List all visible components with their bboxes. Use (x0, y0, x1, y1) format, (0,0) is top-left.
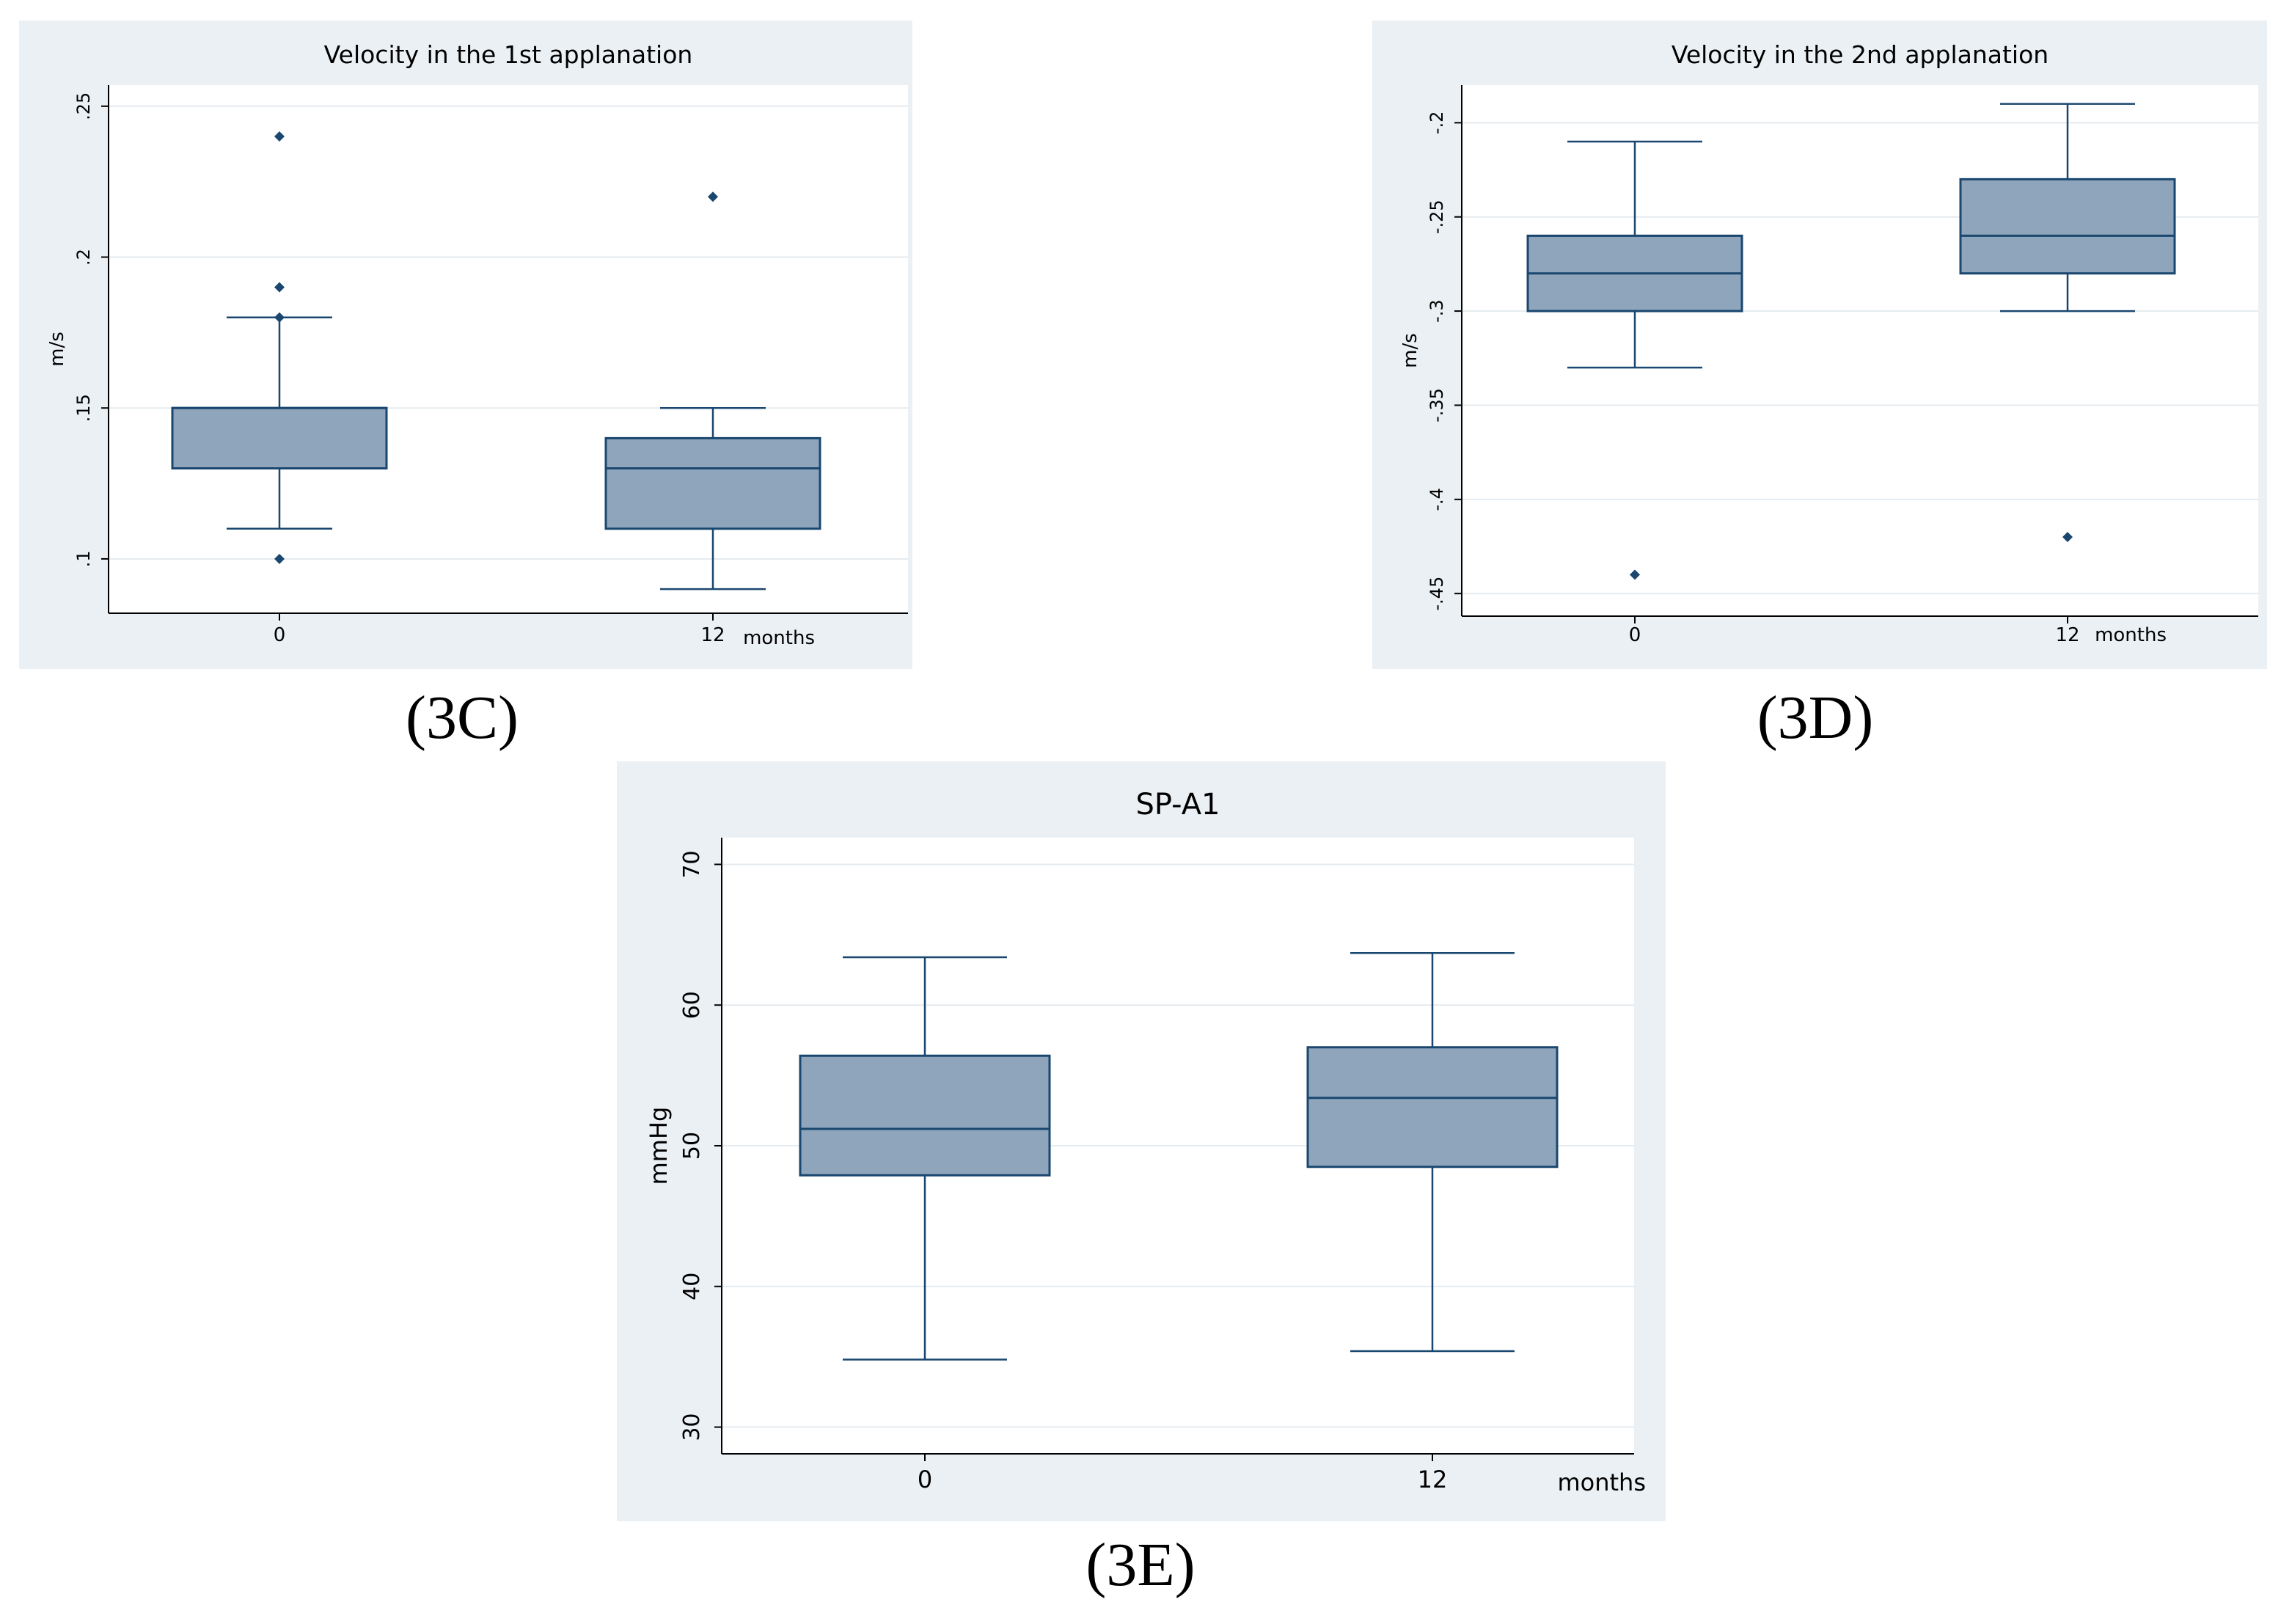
x-axis-label: months (743, 627, 815, 649)
panel-label-3d: (3D) (1757, 684, 1874, 752)
y-tick-label: -.25 (1427, 200, 1447, 234)
y-tick-label: .1 (73, 550, 94, 567)
outlier-point (708, 191, 718, 202)
box-group-0 (799, 956, 1051, 1361)
outlier-point (274, 553, 285, 564)
panel-label-3c: (3C) (406, 684, 519, 752)
y-axis-label: m/s (1399, 333, 1421, 368)
x-tick-label: 0 (274, 624, 286, 646)
box-group-12 (1959, 103, 2176, 543)
plot-area (1462, 85, 2258, 616)
y-tick-label: -.2 (1427, 111, 1447, 135)
outlier-point (274, 282, 285, 293)
chart-title: Velocity in the 1st applanation (324, 40, 693, 69)
x-tick-label: 12 (1418, 1466, 1448, 1493)
chart-panel-3c: .1 .15 .2 .25 Velocity in the 1st applanatio… (19, 21, 912, 669)
chart-3e: 30 40 50 60 70 SP-A1 mmHg months 0 12 (645, 788, 1646, 1496)
box-group-0 (1526, 140, 1743, 580)
iqr-box (604, 436, 821, 530)
chart-3d: -.2 -.25 -.3 -.35 -.4 -.45 Velocity in the 2nd… (1399, 40, 2258, 646)
box-group-12 (1306, 952, 1559, 1353)
box-group-0 (171, 131, 388, 564)
panel-label-3e: (3E) (1085, 1531, 1196, 1599)
y-tick-label: .2 (73, 249, 94, 266)
y-tick-label: 40 (679, 1273, 705, 1301)
chart-title: Velocity in the 2nd applanation (1672, 40, 2048, 69)
y-tick-label: 30 (679, 1413, 705, 1441)
y-tick-label: .15 (73, 394, 94, 422)
plot-area (109, 85, 908, 613)
chart-title: SP-A1 (1136, 788, 1220, 822)
chart-panel-3e: 30 40 50 60 70 SP-A1 mmHg months 0 12 (617, 761, 1666, 1521)
outlier-point (2062, 532, 2073, 543)
x-tick-label: 0 (1629, 624, 1641, 646)
outlier-point (274, 131, 285, 142)
chart-panel-3d: -.2 -.25 -.3 -.35 -.4 -.45 Velocity in the 2nd… (1372, 21, 2267, 669)
box-group-12 (604, 191, 821, 590)
y-axis-label: m/s (46, 332, 68, 367)
y-tick-label: -.35 (1427, 388, 1447, 423)
iqr-box (171, 406, 388, 470)
y-tick-label: 50 (679, 1132, 705, 1160)
y-tick-label: .25 (73, 92, 94, 120)
iqr-box (799, 1054, 1051, 1177)
outlier-point (274, 312, 285, 323)
x-tick-label: 0 (918, 1466, 932, 1493)
x-axis-label: months (2095, 624, 2167, 646)
iqr-box (1306, 1046, 1559, 1168)
y-tick-label: 60 (679, 991, 705, 1019)
y-tick-label: -.3 (1427, 299, 1447, 323)
chart-3c: .1 .15 .2 .25 Velocity in the 1st applanatio… (46, 40, 908, 649)
x-tick-label: 12 (700, 624, 725, 646)
x-axis-label: months (1557, 1468, 1646, 1496)
x-tick-label: 12 (2055, 624, 2079, 646)
iqr-box (1959, 178, 2176, 275)
y-tick-label: 70 (679, 850, 705, 878)
y-tick-label: -.45 (1427, 577, 1447, 611)
y-tick-label: -.4 (1427, 488, 1447, 511)
y-axis-label: mmHg (645, 1107, 673, 1185)
outlier-point (1630, 569, 1640, 580)
